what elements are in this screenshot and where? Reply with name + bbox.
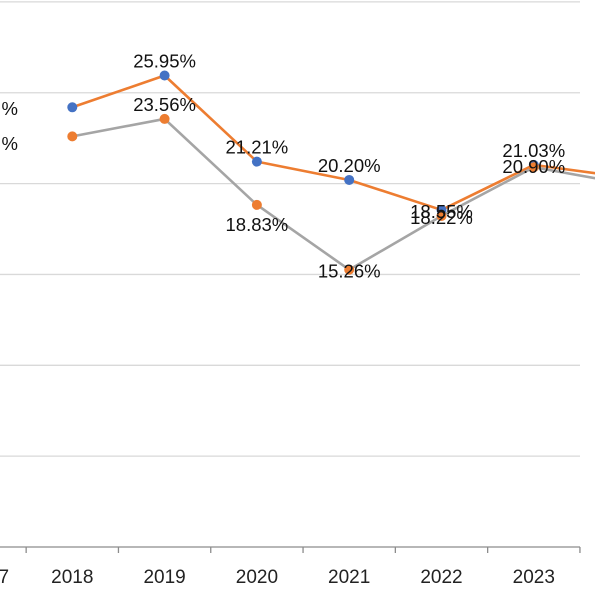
data-label: 21.21% bbox=[226, 137, 289, 158]
data-label: 18.83% bbox=[226, 214, 289, 235]
x-tick-label: 2020 bbox=[236, 567, 278, 588]
series-1-point bbox=[67, 102, 78, 113]
x-axis: 2017 2018 2019 2020 2021 2022 2023 bbox=[0, 546, 581, 588]
data-label: 25.95% bbox=[133, 50, 196, 71]
series-1-point bbox=[251, 156, 262, 167]
data-label: 20.90% bbox=[502, 156, 565, 177]
x-tick-label: 2021 bbox=[328, 567, 370, 588]
data-label-clipped: % bbox=[2, 98, 18, 119]
x-tick-label: 2022 bbox=[420, 567, 462, 588]
series-1-point bbox=[344, 174, 355, 185]
x-tick-label: 2018 bbox=[51, 567, 93, 588]
data-label: 23.56% bbox=[133, 94, 196, 115]
series-2-point bbox=[251, 199, 262, 210]
x-tick-label: 2019 bbox=[143, 567, 185, 588]
data-label: 15.26% bbox=[318, 261, 381, 282]
series-1-point bbox=[159, 70, 170, 81]
data-label: 20.20% bbox=[318, 155, 381, 176]
data-labels: 25.95%21.21%20.20%18.55%21.03%20.34%23.5… bbox=[2, 50, 566, 282]
gridlines bbox=[0, 1, 580, 457]
data-label: 18.22% bbox=[410, 207, 473, 228]
series-2-point bbox=[436, 210, 447, 221]
series-2-point bbox=[528, 162, 539, 173]
data-label-clipped: % bbox=[2, 133, 18, 154]
data-label: 18.55% bbox=[410, 201, 473, 222]
series-2-point bbox=[67, 131, 78, 142]
x-tick-label: 2023 bbox=[513, 567, 555, 588]
series-2-point bbox=[159, 113, 170, 124]
x-tick-label: 2017 bbox=[0, 567, 9, 588]
series-2-point bbox=[344, 264, 355, 275]
series-lines bbox=[67, 70, 595, 275]
data-label: 21.03% bbox=[502, 140, 565, 161]
